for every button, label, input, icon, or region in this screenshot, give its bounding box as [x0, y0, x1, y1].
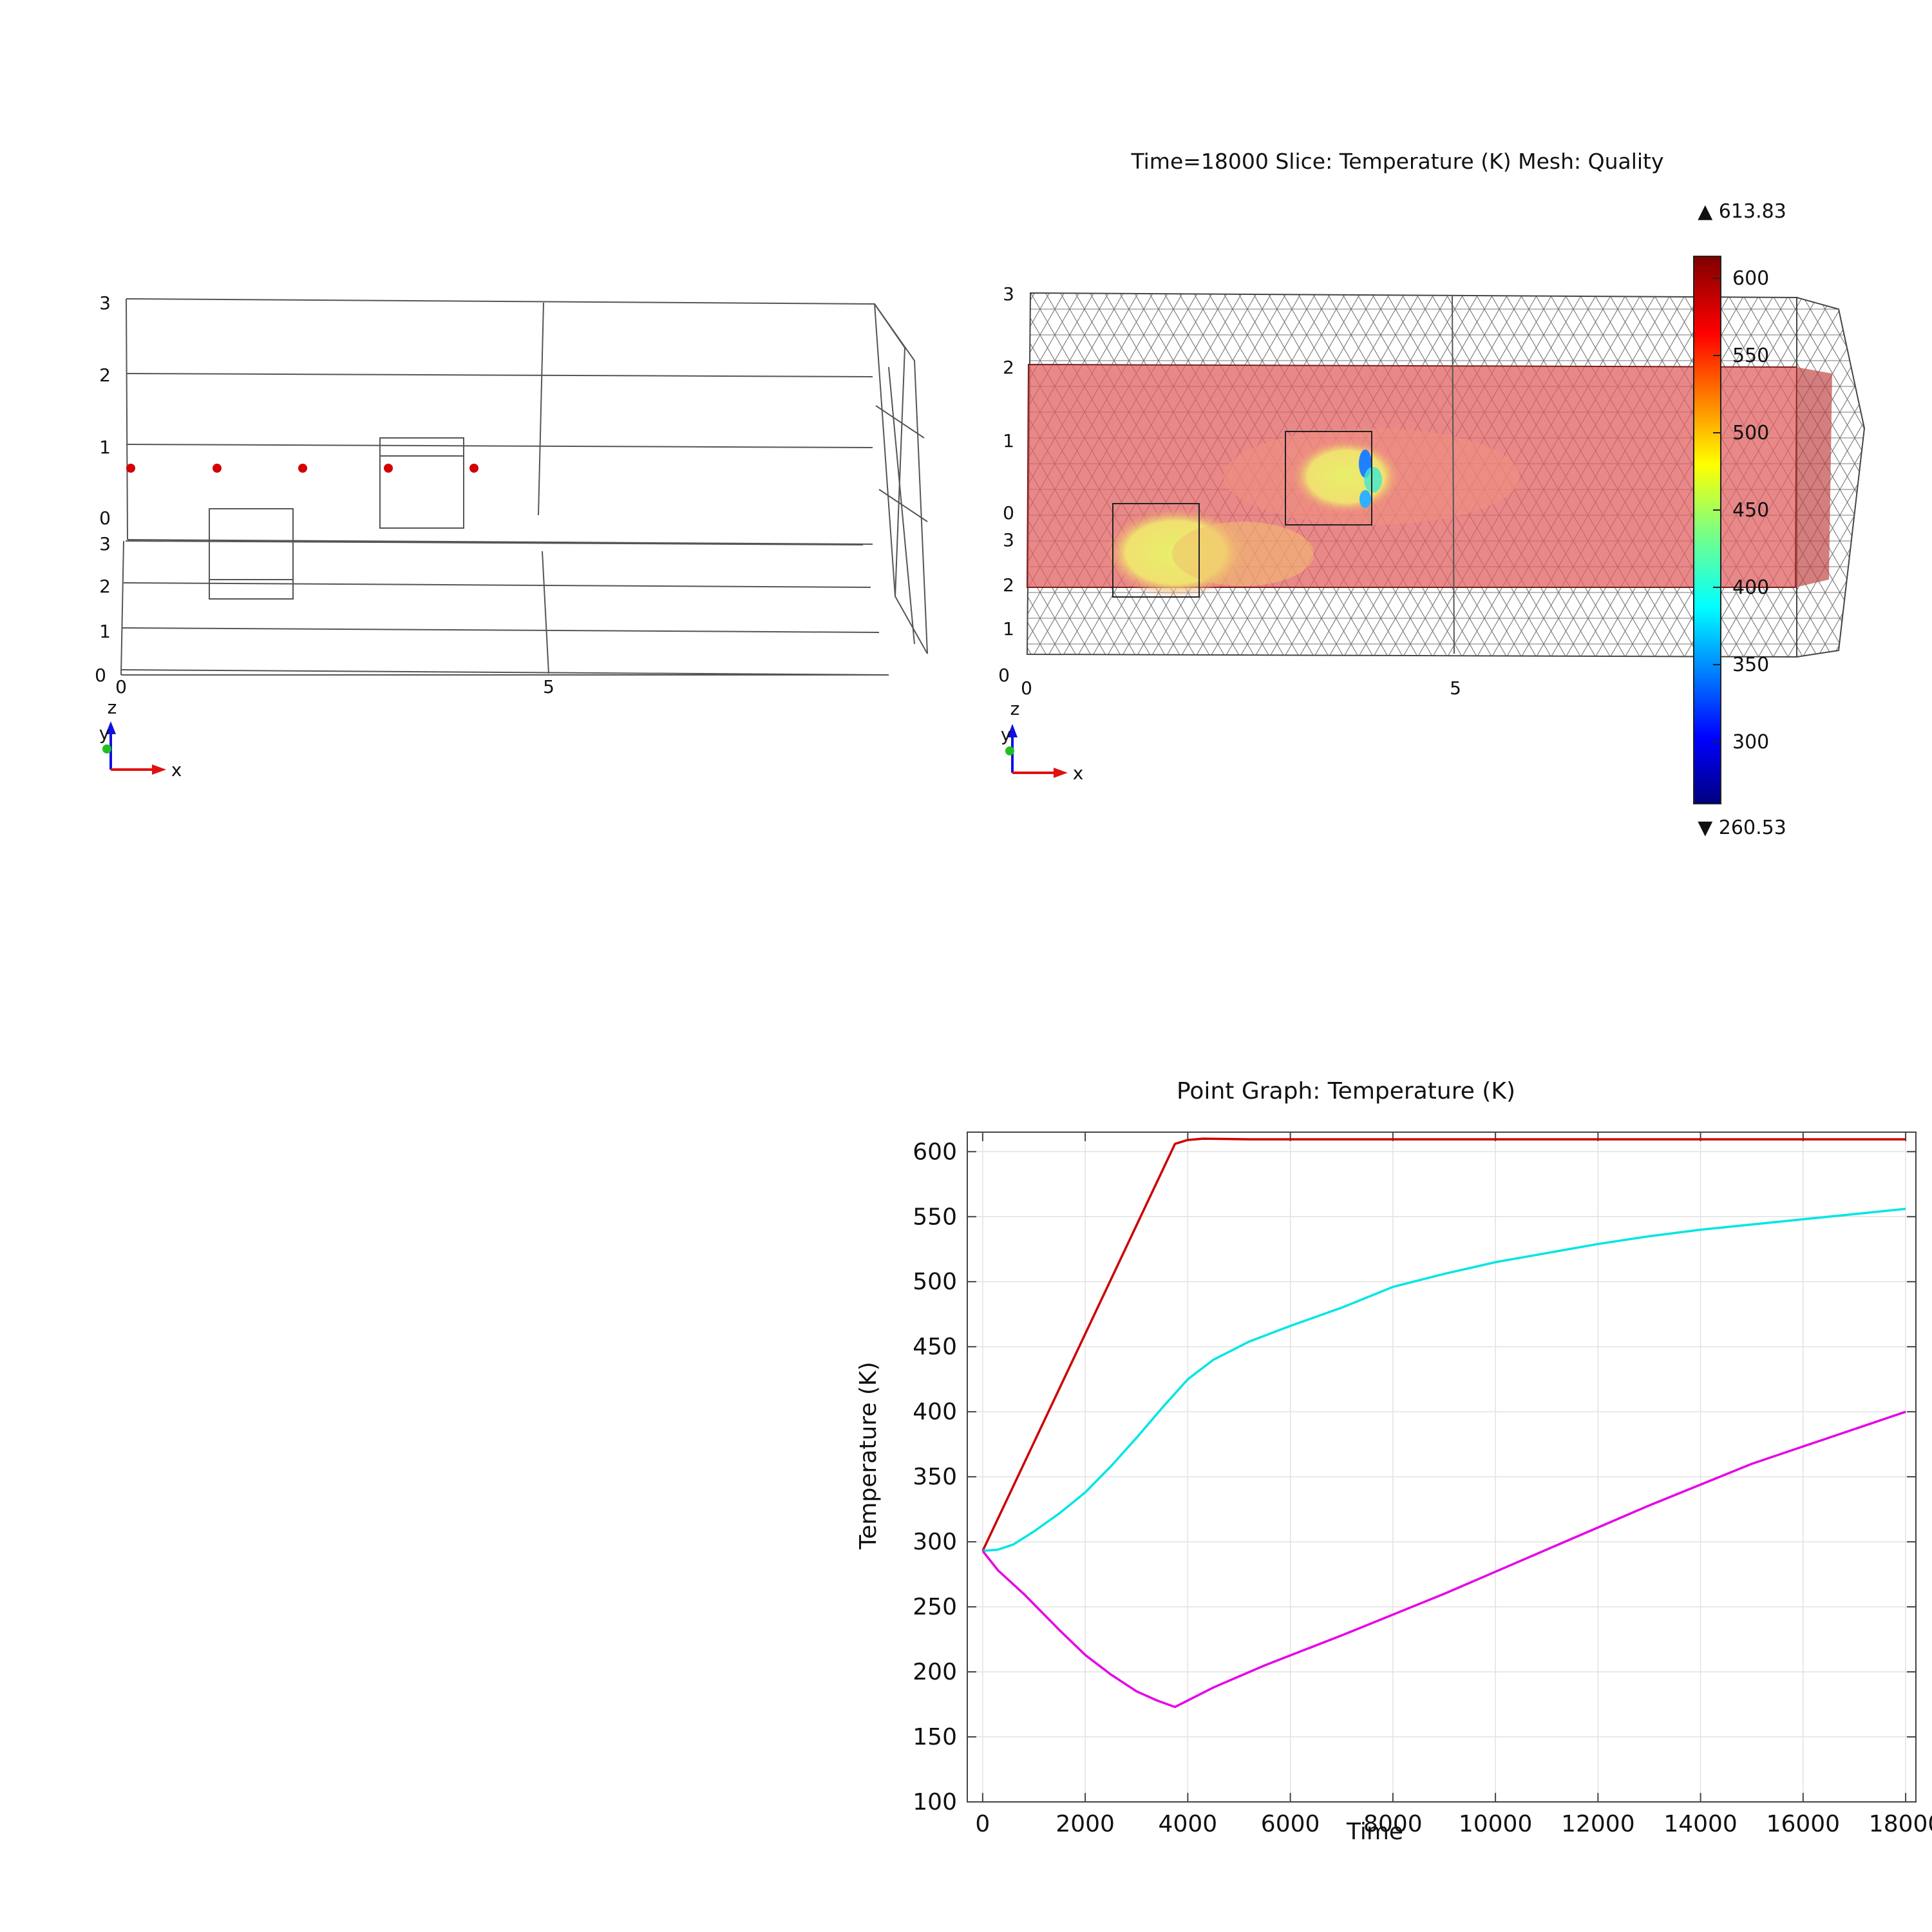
z-tick-label: 0: [95, 665, 106, 686]
z-tick-label: 2: [99, 576, 111, 597]
x-tick-label: 6000: [1261, 1811, 1320, 1837]
colorbar-tick-label: 500: [1732, 422, 1769, 444]
triad-x-label: x: [1073, 762, 1084, 784]
temperature-slice: [1026, 363, 1832, 598]
x-tick-label: 12000: [1561, 1811, 1635, 1837]
colorbar-tick-label: 550: [1732, 345, 1769, 367]
z-tick-label: 2: [1003, 574, 1014, 596]
x-tick-label: 8000: [1363, 1811, 1423, 1837]
x-axis: 0 2000 4000 6000 8000 10000 12000 14000 16000 180…: [975, 1132, 1932, 1837]
point-graph: Point Graph: Temperature (K) 100 150 200 25…: [855, 1078, 1932, 1845]
colorbar-tick-label: 350: [1732, 654, 1769, 676]
slice-title: Time=18000 Slice: Temperature (K) Mesh: …: [1130, 149, 1663, 174]
triad-y-label: y: [1001, 724, 1012, 745]
y-tick-label: 100: [913, 1789, 957, 1815]
axis-triad: z y x: [1001, 698, 1084, 784]
slice-view: Time=18000 Slice: Temperature (K) Mesh: …: [998, 149, 1866, 839]
x-tick-label: 16000: [1766, 1811, 1841, 1837]
z-tick-label: 0: [99, 507, 111, 529]
z-tick-label: 1: [99, 621, 111, 642]
x-tick-label: 5: [1450, 677, 1461, 699]
triad-y-label: y: [99, 723, 110, 744]
geometry-view: 3 2 1 0 3 2 1 0 0 5 z y x: [95, 292, 928, 781]
y-axis-label: Temperature (K): [855, 1361, 882, 1549]
axis-triad: z y x: [99, 697, 182, 781]
x-tick-label: 18000: [1869, 1811, 1932, 1837]
series-line-2: [982, 1208, 1906, 1553]
x-tick-label: 10000: [1459, 1811, 1533, 1837]
z-tick-label: 3: [1003, 283, 1014, 305]
y-tick-label: 300: [913, 1529, 957, 1555]
x-tick-label: 0: [975, 1811, 990, 1837]
z-tick-label: 0: [1003, 502, 1014, 524]
z-tick-label: 3: [99, 292, 111, 314]
colorbar-tick-label: 600: [1732, 267, 1769, 290]
x-tick-label: 5: [543, 676, 554, 697]
colorbar-tick-label: 450: [1732, 499, 1769, 522]
geometry-wireframe: [120, 298, 928, 676]
y-tick-label: 400: [913, 1399, 957, 1425]
z-tick-label: 1: [1003, 430, 1014, 451]
y-tick-label: 450: [913, 1334, 957, 1360]
triad-z-label: z: [108, 697, 117, 718]
triad-z-label: z: [1010, 698, 1020, 719]
colorbar-tick-label: 300: [1732, 731, 1769, 753]
y-tick-label: 350: [913, 1464, 957, 1490]
z-tick-label: 1: [1003, 618, 1014, 639]
plot-area: [967, 1132, 1917, 1803]
slice-boxes: [1112, 296, 1455, 654]
colorbar-max-label: ▲ 613.83: [1698, 200, 1786, 223]
x-tick-label: 4000: [1159, 1811, 1218, 1837]
x-axis-label: Time: [1346, 1819, 1403, 1845]
colorbar-min-label: ▼ 260.53: [1698, 817, 1786, 839]
x-tick-label: 14000: [1663, 1811, 1738, 1837]
y-tick-label: 550: [913, 1204, 957, 1230]
z-tick-label: 3: [1003, 529, 1014, 551]
y-tick-label: 250: [913, 1594, 957, 1620]
y-tick-label: 200: [913, 1659, 957, 1685]
z-tick-label: 0: [998, 665, 1010, 686]
y-tick-label: 150: [913, 1724, 957, 1750]
z-tick-label: 2: [99, 365, 111, 386]
x-tick-label: 0: [1021, 677, 1032, 699]
x-tick-label: 2000: [1056, 1811, 1115, 1837]
y-axis: 100 150 200 250 300 350 400 450 500 550 600: [913, 1139, 1916, 1815]
colorbar-tick-label: 400: [1732, 576, 1769, 599]
colorbar: ▲ 613.83 ▼ 260.53 600 550 500 450 400 35…: [1693, 200, 1786, 839]
chart-title: Point Graph: Temperature (K): [1177, 1078, 1515, 1104]
y-tick-label: 600: [913, 1139, 957, 1165]
z-tick-label: 1: [99, 437, 111, 458]
y-tick-label: 500: [913, 1269, 957, 1295]
triad-x-label: x: [171, 759, 182, 781]
z-tick-label: 3: [99, 533, 111, 554]
x-tick-label: 0: [115, 676, 127, 697]
z-tick-label: 2: [1003, 357, 1014, 378]
probe-points: [126, 464, 478, 473]
series-lines: [981, 1137, 1906, 1709]
series-line-3: [981, 1410, 1906, 1709]
series-line-1: [981, 1137, 1906, 1552]
